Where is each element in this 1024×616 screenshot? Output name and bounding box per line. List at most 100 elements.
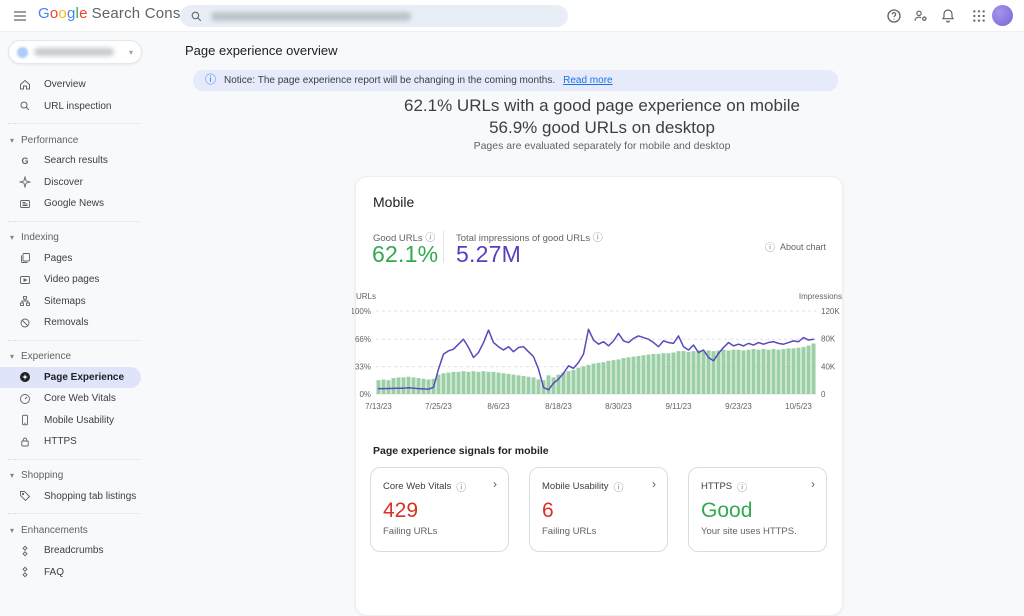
signal-card-sub: Your site uses HTTPS.	[701, 526, 814, 537]
notifications-icon[interactable]	[940, 8, 956, 24]
svg-text:URLs: URLs	[356, 292, 376, 301]
info-icon[interactable]: ⓘ	[593, 233, 603, 244]
read-more-link[interactable]: Read more	[563, 75, 612, 86]
avatar[interactable]	[992, 5, 1013, 26]
sidebar-item-breadcrumbs[interactable]: Breadcrumbs	[0, 540, 180, 562]
sidebar-item-removals[interactable]: Removals	[0, 312, 180, 334]
sidebar-section-performance[interactable]: ▾ Performance	[0, 130, 180, 150]
help-icon[interactable]	[886, 8, 902, 24]
menu-icon[interactable]	[12, 8, 28, 24]
metric-divider	[443, 231, 444, 263]
sidebar-item-label: Search results	[44, 155, 108, 166]
svg-text:G: G	[22, 156, 29, 166]
sidebar-item-google-news[interactable]: Google News	[0, 193, 180, 215]
svg-text:0: 0	[821, 390, 826, 399]
impressions-value: 5.27M	[456, 241, 521, 268]
svg-text:8/6/23: 8/6/23	[487, 402, 510, 411]
svg-text:120K: 120K	[821, 307, 840, 316]
headline-subtext: Pages are evaluated separately for mobil…	[180, 140, 1024, 152]
sidebar-divider	[8, 123, 140, 124]
sidebar-section-enhancements[interactable]: ▾ Enhancements	[0, 520, 180, 540]
sitemap-icon	[19, 295, 31, 307]
sidebar-item-search-results[interactable]: G Search results	[0, 150, 180, 172]
chevron-down-icon: ▾	[10, 233, 14, 242]
sidebar-item-label: Shopping tab listings	[44, 491, 136, 502]
card-title: Mobile	[373, 194, 414, 210]
lock-icon	[19, 436, 31, 448]
signal-cards: Core Web Vitals ⓘ › 429 Failing URLs Mob…	[370, 467, 827, 552]
headline-mobile: 62.1% URLs with a good page experience o…	[180, 96, 1024, 116]
sidebar-item-https[interactable]: HTTPS	[0, 431, 180, 453]
sidebar-item-pages[interactable]: Pages	[0, 248, 180, 270]
sidebar-item-label: Pages	[44, 253, 72, 264]
info-icon[interactable]: ⓘ	[737, 479, 747, 494]
sidebar-item-shopping-tab-listings[interactable]: Shopping tab listings	[0, 486, 180, 508]
apps-grid-icon[interactable]	[971, 8, 987, 24]
manage-users-icon[interactable]	[913, 8, 929, 24]
chevron-right-icon: ›	[811, 477, 815, 491]
sidebar-item-overview[interactable]: Overview	[0, 74, 180, 96]
svg-text:8/30/23: 8/30/23	[605, 402, 632, 411]
svg-text:9/23/23: 9/23/23	[725, 402, 752, 411]
https-card[interactable]: HTTPS ⓘ › Good Your site uses HTTPS.	[688, 467, 827, 552]
search-icon	[19, 100, 31, 112]
sidebar-section-experience[interactable]: ▾ Experience	[0, 347, 180, 367]
svg-text:66%: 66%	[355, 335, 371, 344]
svg-text:40K: 40K	[821, 362, 836, 371]
notice-text: Notice: The page experience report will …	[224, 75, 555, 86]
sidebar-item-core-web-vitals[interactable]: Core Web Vitals	[0, 388, 180, 410]
sidebar-item-label: Core Web Vitals	[44, 393, 116, 404]
sidebar-section-shopping[interactable]: ▾ Shopping	[0, 466, 180, 486]
pages-icon	[19, 252, 31, 264]
svg-text:10/5/23: 10/5/23	[785, 402, 812, 411]
sidebar-item-page-experience[interactable]: Page Experience	[0, 367, 141, 389]
mobile-usability-card[interactable]: Mobile Usability ⓘ › 6 Failing URLs	[529, 467, 668, 552]
sidebar-item-label: Google News	[44, 198, 104, 209]
info-icon: ⓘ	[765, 239, 775, 254]
signal-card-sub: Failing URLs	[383, 526, 496, 537]
svg-text:33%: 33%	[355, 363, 371, 372]
home-icon	[19, 79, 31, 91]
sidebar-item-discover[interactable]: Discover	[0, 172, 180, 194]
sidebar-item-label: FAQ	[44, 567, 64, 578]
section-label: Shopping	[21, 470, 63, 481]
gauge-icon	[19, 393, 31, 405]
sidebar-item-sitemaps[interactable]: Sitemaps	[0, 291, 180, 313]
sidebar-item-label: Breadcrumbs	[44, 545, 103, 556]
sidebar: ▾ Overview URL inspection ▾ Performance …	[0, 32, 180, 557]
property-selector[interactable]: ▾	[8, 40, 142, 64]
about-chart-button[interactable]: ⓘ About chart	[765, 239, 826, 254]
sidebar-item-video-pages[interactable]: Video pages	[0, 269, 180, 291]
page-experience-icon	[19, 371, 31, 383]
svg-text:7/25/23: 7/25/23	[425, 402, 452, 411]
chevron-down-icon: ▾	[10, 471, 14, 480]
core-web-vitals-card[interactable]: Core Web Vitals ⓘ › 429 Failing URLs	[370, 467, 509, 552]
sidebar-divider	[8, 221, 140, 222]
sidebar-item-url-inspection[interactable]: URL inspection	[0, 96, 180, 118]
page-title: Page experience overview	[185, 43, 337, 58]
info-icon[interactable]: ⓘ	[614, 479, 624, 494]
google-logo: Google	[38, 5, 88, 22]
chevron-down-icon: ▾	[129, 48, 133, 57]
sparkle-icon	[19, 176, 31, 188]
signals-title: Page experience signals for mobile	[373, 445, 549, 457]
headline-desktop: 56.9% good URLs on desktop	[180, 118, 1024, 138]
sidebar-item-label: Removals	[44, 317, 88, 328]
search-input[interactable]	[180, 5, 568, 27]
sidebar-item-mobile-usability[interactable]: Mobile Usability	[0, 410, 180, 432]
svg-text:Impressions: Impressions	[799, 292, 842, 301]
info-icon: ⓘ	[205, 75, 216, 86]
redacted-search-query	[211, 12, 411, 21]
property-icon	[17, 47, 28, 58]
sidebar-item-label: Sitemaps	[44, 296, 86, 307]
sidebar-section-indexing[interactable]: ▾ Indexing	[0, 228, 180, 248]
info-icon[interactable]: ⓘ	[456, 479, 466, 494]
redacted-property-name	[34, 48, 114, 56]
chevron-down-icon: ▾	[10, 352, 14, 361]
section-label: Indexing	[21, 232, 59, 243]
sidebar-item-faq[interactable]: FAQ	[0, 562, 180, 584]
video-icon	[19, 274, 31, 286]
sidebar-divider	[8, 340, 140, 341]
